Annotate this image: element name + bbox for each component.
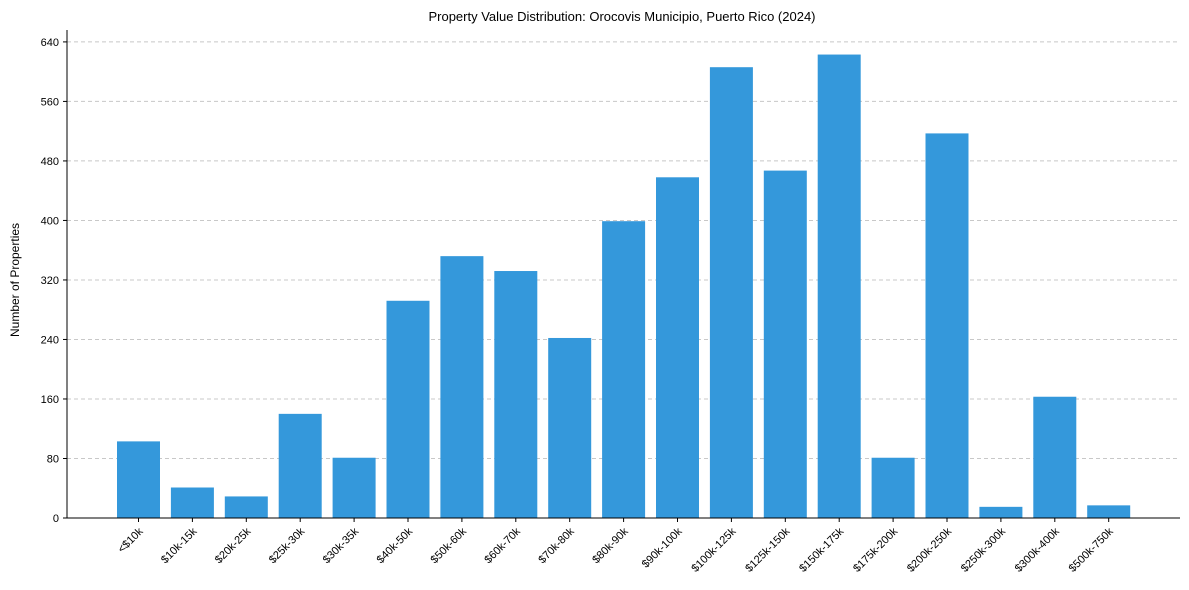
x-tick-label: $125k-150k [743,525,792,574]
x-tick-label: $90k-100k [640,525,685,570]
bar [817,54,861,519]
y-tick-label: 160 [41,394,59,406]
bar [1033,396,1077,518]
bar [278,413,322,518]
x-tick-label: <$10k [116,525,146,555]
x-tick-label: $40k-50k [375,525,416,566]
y-tick-label: 80 [47,453,59,465]
x-tick-label: $20k-25k [213,525,254,566]
x-tick-label: $175k-200k [851,525,900,574]
x-axis-ticks: <$10k $10k-15k $20k-25k $25k-30k $30k-35k $40… [116,518,1116,575]
x-tick-label: $50k-60k [429,525,470,566]
bar [763,170,807,518]
y-tick-label: 640 [41,37,59,49]
x-tick-label: $100k-125k [689,525,738,574]
bar [656,177,699,519]
x-tick-label: $300k-400k [1013,525,1062,574]
y-axis-ticks: 0 80 160 240 320 400 480 560 640 [41,37,67,525]
bar [170,487,214,518]
bar [602,221,646,518]
x-tick-label: $25k-30k [267,525,308,566]
bar [440,256,484,518]
x-tick-label: $80k-90k [590,525,631,566]
x-tick-label: $150k-175k [797,525,846,574]
x-tick-label: $10k-15k [159,525,200,566]
bar [386,300,430,518]
bars [117,54,1131,519]
bar [979,506,1023,518]
y-tick-label: 400 [41,215,59,227]
bar [494,271,538,518]
y-axis-label: Number of Properties [8,223,22,337]
chart-title: Property Value Distribution: Orocovis Mu… [428,9,815,24]
x-tick-label: $500k-750k [1067,525,1116,574]
bar [548,337,592,518]
bar [224,496,268,518]
bar [709,67,753,518]
y-tick-label: 560 [41,96,59,108]
y-tick-label: 0 [53,513,59,525]
x-tick-label: $30k-35k [321,525,362,566]
x-tick-label: $200k-250k [905,525,954,574]
y-tick-label: 480 [41,156,59,168]
bar [925,133,969,518]
x-tick-label: $60k-70k [482,525,523,566]
bar [1087,505,1131,518]
y-tick-label: 320 [41,275,59,287]
x-tick-label: $70k-80k [536,525,577,566]
bar [871,457,915,518]
y-tick-label: 240 [41,334,59,346]
bar [332,457,376,518]
bar [117,441,160,518]
x-tick-label: $250k-300k [959,525,1008,574]
